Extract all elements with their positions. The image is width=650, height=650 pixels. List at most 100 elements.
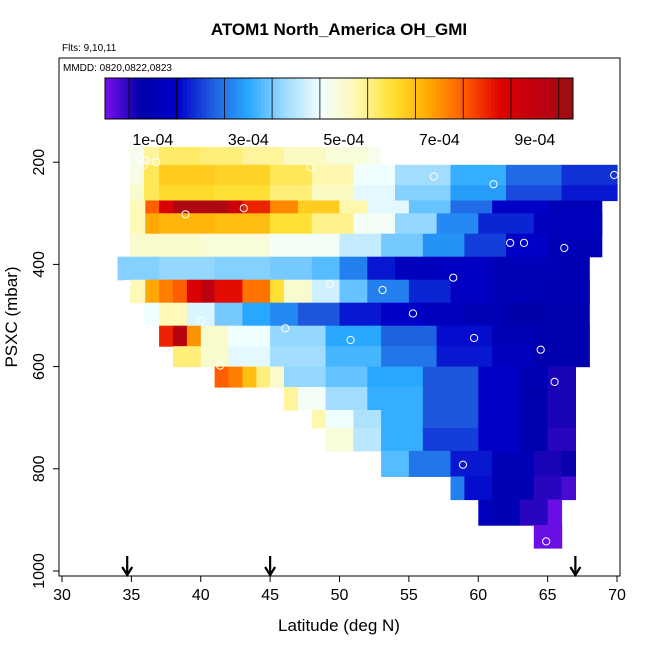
- heatmap-cell: [395, 256, 438, 281]
- colorbar-swatch: [339, 78, 344, 119]
- heatmap-cell: [533, 476, 563, 501]
- heatmap-cell: [519, 499, 549, 526]
- heatmap-cell: [339, 233, 382, 258]
- colorbar-swatch: [136, 78, 141, 119]
- heatmap-cell: [547, 256, 590, 281]
- colorbar-swatch: [448, 78, 453, 119]
- heatmap-cell: [159, 146, 202, 166]
- colorbar-swatch: [440, 78, 445, 119]
- heatmap-cell: [242, 366, 257, 388]
- heatmap-cell: [533, 213, 603, 235]
- heatmap-cell: [186, 302, 216, 327]
- heatmap-cell: [130, 233, 146, 258]
- colorbar-swatch: [346, 78, 352, 119]
- colorbar-swatch: [144, 78, 149, 119]
- colorbar-swatch: [557, 78, 562, 119]
- heatmap-cell: [422, 366, 479, 388]
- y-tick-label: 600: [31, 353, 48, 380]
- heatmap-cell: [492, 200, 549, 214]
- heatmap-cell: [284, 279, 313, 304]
- arrow-marker: [121, 556, 134, 578]
- heatmap-cell: [422, 302, 465, 327]
- colorbar-swatch: [175, 78, 180, 119]
- heatmap-cell: [186, 279, 202, 304]
- heatmap-cell: [270, 233, 341, 258]
- colorbar-tick-label: 5e-04: [323, 132, 364, 149]
- heatmap-cell: [159, 200, 174, 214]
- heatmap-cell: [464, 302, 507, 327]
- heatmap-cell: [561, 164, 618, 186]
- colorbar-swatch: [350, 78, 356, 119]
- colorbar-swatch: [284, 78, 289, 119]
- colorbar-swatch: [549, 78, 554, 119]
- colorbar-swatch: [261, 78, 266, 119]
- colorbar-swatch: [370, 78, 375, 119]
- colorbar-swatch: [288, 78, 293, 119]
- heatmap-cell: [339, 302, 382, 327]
- colorbar-frame: [104, 77, 574, 120]
- heatmap-cell: [325, 325, 382, 347]
- colorbar-swatch: [381, 78, 387, 119]
- heatmap-cell: [159, 256, 216, 281]
- y-tick-label: 800: [31, 455, 48, 482]
- colorbar-swatch: [218, 78, 223, 119]
- colorbar-swatch: [389, 78, 395, 119]
- heatmap-cell: [547, 387, 576, 411]
- heatmap-cell: [200, 346, 230, 368]
- heatmap-cell: [450, 476, 465, 501]
- heatmap-cell: [325, 346, 382, 368]
- heatmap-cell: [145, 200, 160, 214]
- heatmap-cell: [270, 366, 285, 388]
- heatmap-cell: [478, 499, 493, 526]
- data-point: [360, 162, 369, 171]
- heatmap-cell: [228, 366, 243, 388]
- heatmap-cell: [242, 279, 271, 304]
- colorbar-swatch: [108, 78, 114, 119]
- colorbar-swatch: [534, 78, 539, 119]
- heatmap-cell: [353, 213, 396, 235]
- heatmap-cell: [143, 185, 160, 202]
- heatmap-cell: [173, 346, 202, 368]
- colorbar-swatch: [229, 78, 235, 119]
- colorbar-swatch: [444, 78, 449, 119]
- heatmap-cell: [325, 146, 368, 166]
- colorbar-swatch: [194, 78, 200, 119]
- data-point: [239, 204, 248, 213]
- colorbar-swatch: [116, 78, 122, 119]
- heatmap-cell: [270, 185, 313, 202]
- heatmap-cell: [297, 200, 341, 214]
- heatmap-cell: [450, 200, 493, 214]
- heatmap-cell: [143, 164, 160, 186]
- heatmap-cell: [173, 200, 230, 214]
- heatmap-cell: [270, 302, 299, 327]
- flights-label: Flts: 9,10,11: [62, 43, 117, 54]
- colorbar-swatch: [140, 78, 145, 119]
- colorbar-swatch: [553, 78, 558, 119]
- colorbar-swatch: [292, 78, 297, 119]
- heatmap-cell: [422, 427, 479, 452]
- colorbar: 1e-04 3e-04 5e-04 7e-04 9e-04: [104, 77, 574, 149]
- colorbar-swatch: [397, 78, 402, 119]
- colorbar-swatch: [124, 78, 129, 119]
- x-tick-label: 45: [261, 587, 279, 604]
- heatmap-cell: [561, 185, 618, 202]
- heatmap-cell: [270, 346, 327, 368]
- colorbar-swatch: [163, 78, 168, 119]
- colorbar-swatch: [385, 78, 391, 119]
- colorbar-swatch: [159, 78, 164, 119]
- colorbar-swatch: [307, 78, 313, 119]
- heatmap-cell: [200, 279, 216, 304]
- heatmap-cell: [492, 450, 535, 477]
- colorbar-swatch: [323, 78, 328, 119]
- heatmap-cell: [492, 256, 549, 281]
- colorbar-swatch: [366, 78, 371, 119]
- heatmap-cell: [464, 233, 507, 258]
- data-point: [123, 279, 132, 288]
- heatmap-cell: [367, 146, 381, 166]
- heatmap-cell: [353, 410, 382, 429]
- colorbar-swatch: [155, 78, 161, 119]
- heatmap-cell: [395, 164, 452, 186]
- data-point: [139, 160, 148, 169]
- colorbar-swatch: [479, 78, 484, 119]
- heatmap-cell: [478, 366, 521, 388]
